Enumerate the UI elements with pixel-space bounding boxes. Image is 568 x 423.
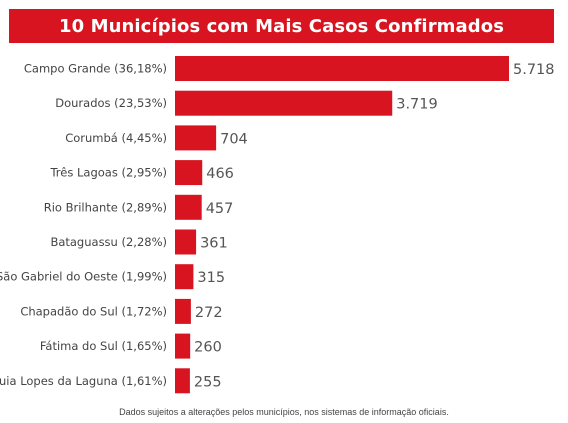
value-label: 704 — [220, 131, 248, 147]
value-label: 466 — [206, 166, 234, 182]
value-label: 315 — [197, 270, 225, 286]
bar — [175, 90, 393, 116]
category-label: Três Lagoas (2,95%) — [49, 166, 167, 180]
chart-title: 10 Municípios com Mais Casos Confirmados — [58, 15, 505, 37]
value-label: 457 — [206, 201, 234, 217]
category-label: Chapadão do Sul (1,72%) — [20, 304, 167, 318]
value-label: 3.719 — [396, 97, 438, 113]
bar — [175, 368, 190, 394]
bar — [175, 125, 217, 151]
category-label: Bataguassu (2,28%) — [50, 235, 167, 249]
bar — [175, 298, 191, 324]
bar — [175, 56, 509, 81]
footnote: Dados sujeitos a alterações pelos municí… — [119, 407, 449, 417]
category-label: Corumbá (4,45%) — [65, 131, 167, 145]
bar — [175, 264, 194, 290]
bar — [175, 333, 191, 359]
chart-title-bar: 10 Municípios com Mais Casos Confirmados — [9, 9, 554, 43]
category-label: Fátima do Sul (1,65%) — [40, 339, 167, 353]
value-label: 260 — [194, 340, 222, 356]
bar — [175, 194, 202, 220]
value-label: 5.718 — [513, 62, 555, 78]
category-label: Rio Brilhante (2,89%) — [44, 200, 167, 214]
category-label: São Gabriel do Oeste (1,99%) — [0, 270, 167, 284]
value-label: 272 — [195, 305, 223, 321]
bar — [175, 160, 203, 186]
category-label: Dourados (23,53%) — [55, 96, 167, 110]
category-label: Campo Grande (36,18%) — [24, 62, 167, 76]
bar — [175, 229, 197, 255]
value-label: 361 — [200, 236, 228, 252]
value-label: 255 — [194, 374, 222, 390]
category-label: Guia Lopes da Laguna (1,61%) — [0, 374, 167, 388]
